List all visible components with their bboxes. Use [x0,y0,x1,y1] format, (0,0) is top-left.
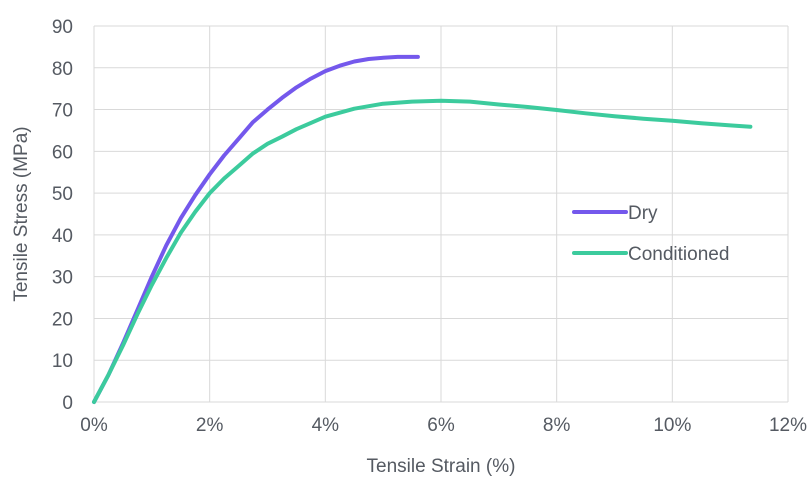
grid-layer [93,25,789,403]
legend-label-conditioned: Conditioned [628,244,729,265]
x-tick-label: 2% [196,415,224,436]
y-tick-label: 30 [52,268,73,289]
x-tick-label: 8% [543,415,571,436]
y-tick-label: 70 [52,101,73,122]
series-layer [92,54,753,404]
series-line-dry [92,54,420,404]
y-tick-label: 80 [52,59,73,80]
x-tick-label: 6% [427,415,455,436]
axis-layer: 0% 2% 4% 6% 8% 10% 12% 0 10 20 30 40 50 60 70 80 90 [52,17,807,436]
y-tick-label: 60 [52,142,73,163]
x-tick-label: 12% [769,415,807,436]
y-tick-label: 90 [52,17,73,38]
series-line-conditioned [92,98,753,404]
y-tick-label: 10 [52,351,73,372]
x-tick-label: 0% [80,415,108,436]
y-tick-label: 0 [62,393,73,414]
x-tick-label: 4% [312,415,340,436]
y-tick-label: 40 [52,226,73,247]
legend: Dry Conditioned [572,203,729,265]
legend-label-dry: Dry [628,203,658,224]
x-tick-label: 10% [653,415,691,436]
y-tick-label: 50 [52,184,73,205]
y-axis-title: Tensile Stress (MPa) [11,126,32,301]
x-axis-title: Tensile Strain (%) [367,456,516,477]
y-tick-label: 20 [52,309,73,330]
